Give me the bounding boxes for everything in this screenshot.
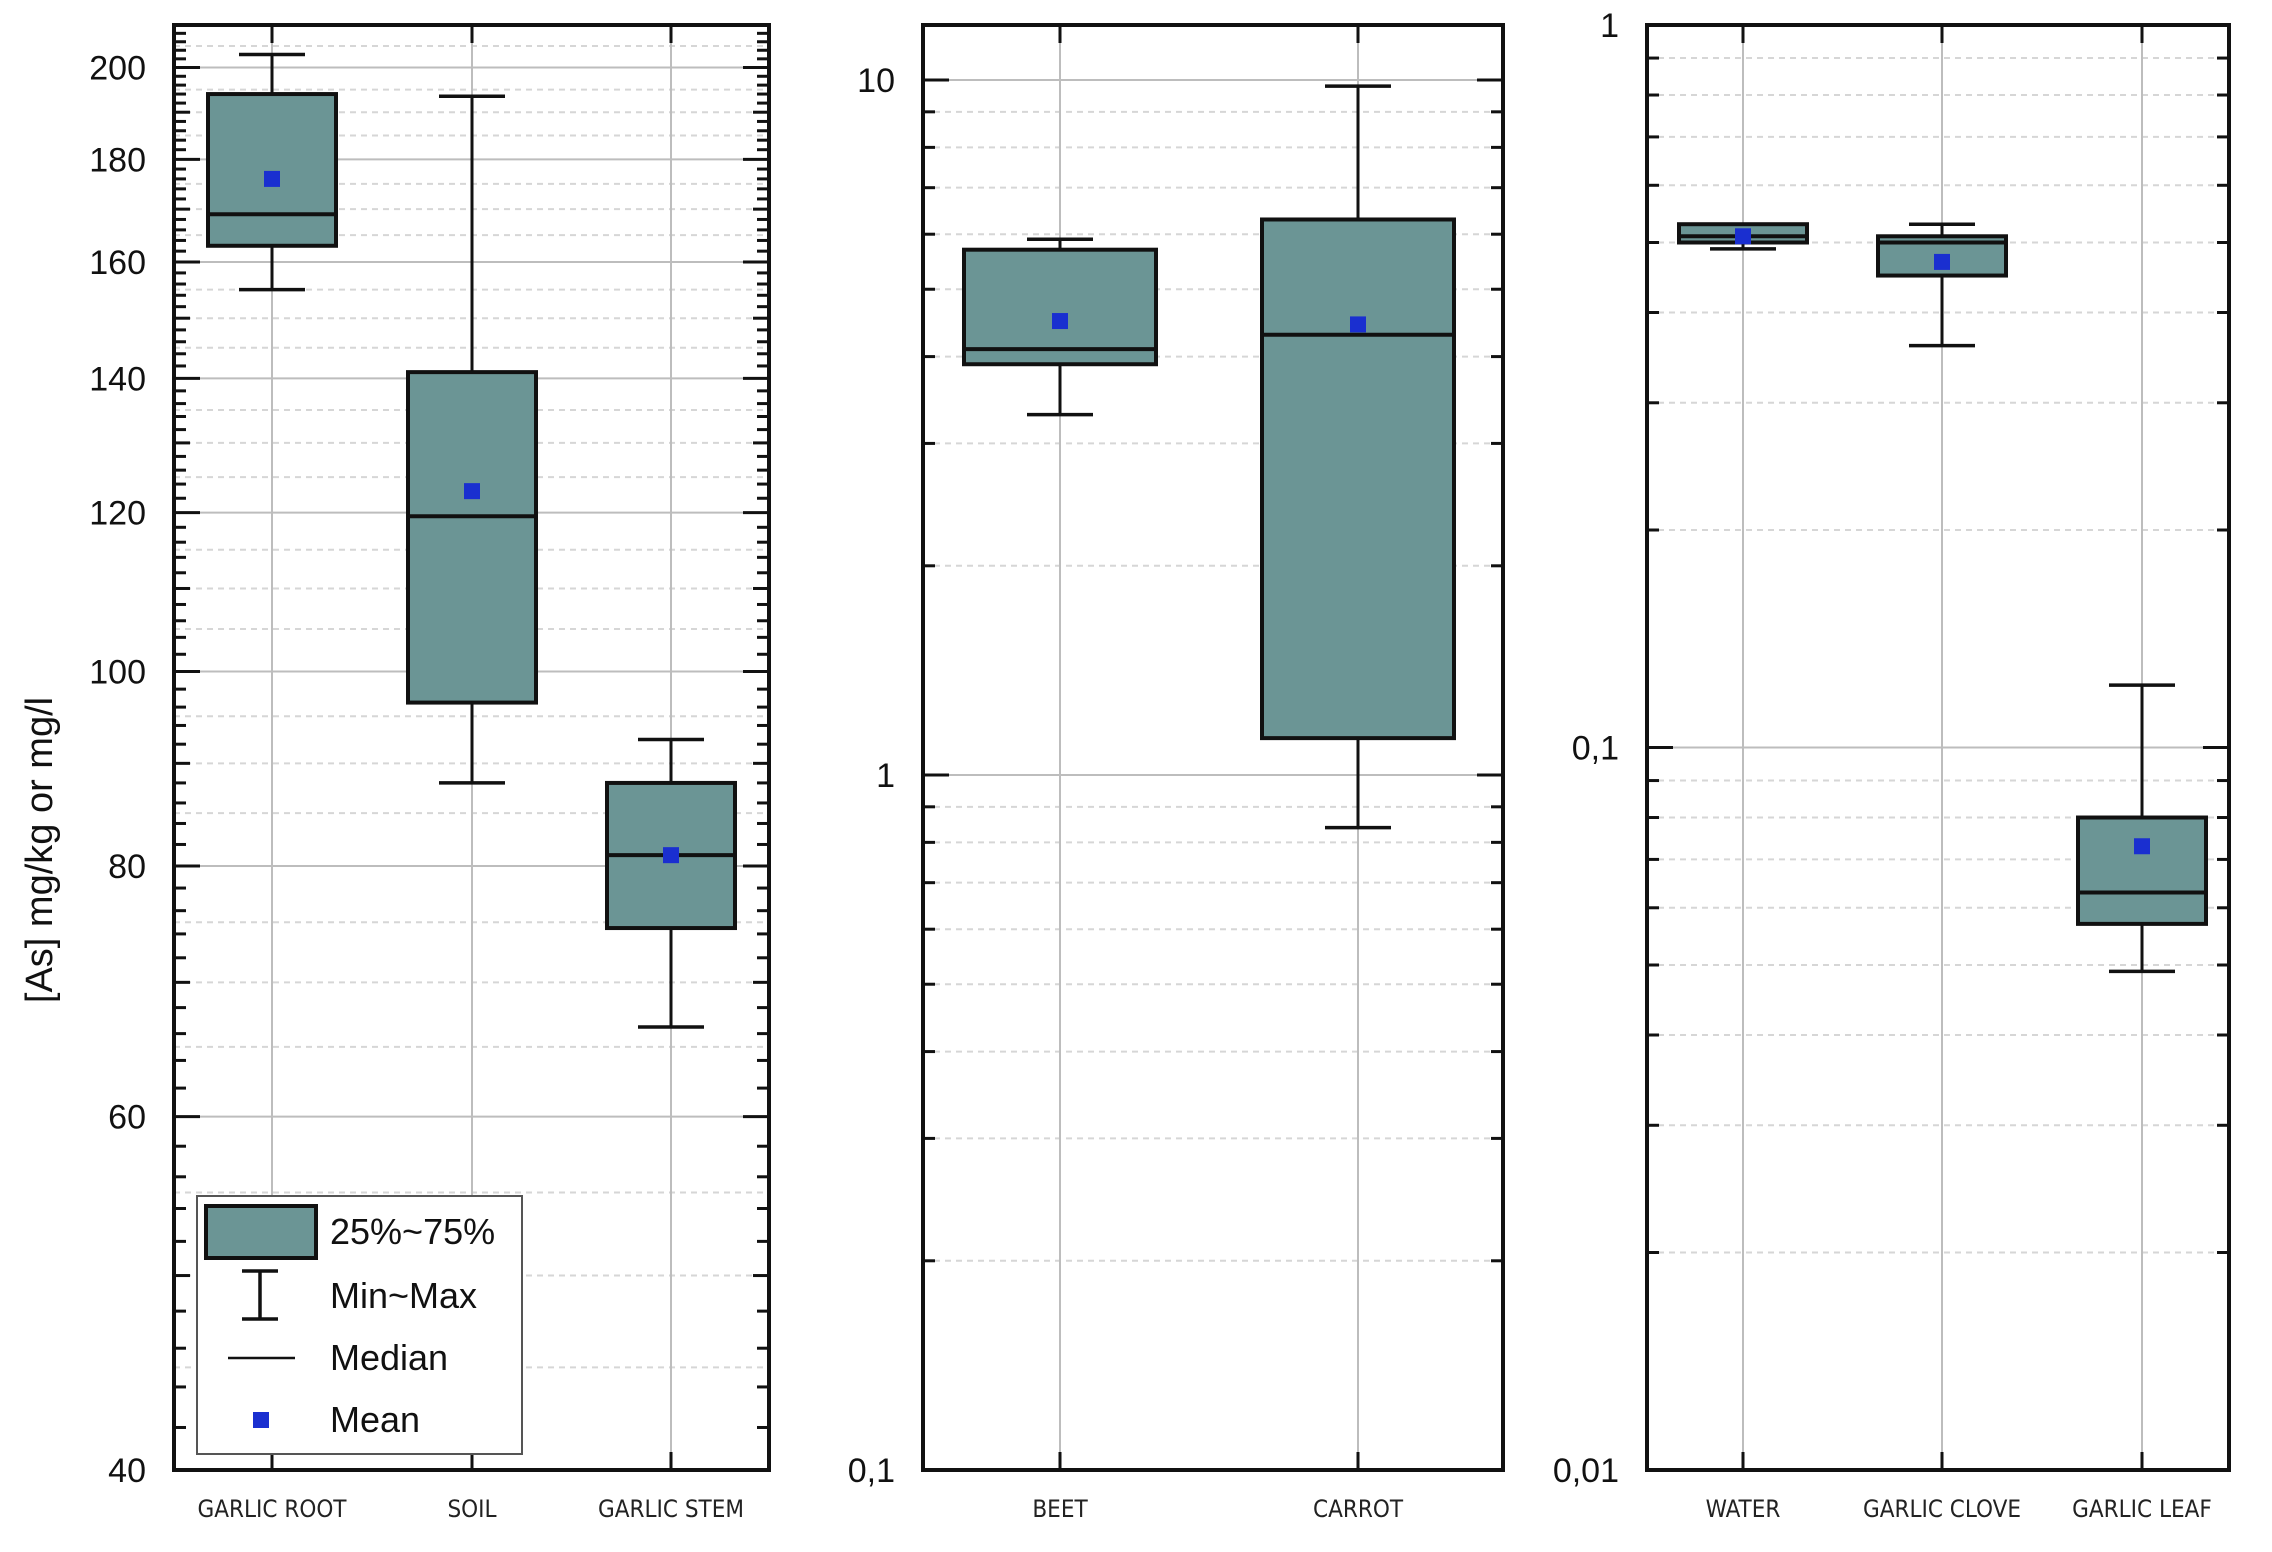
y-tick-label: 80 bbox=[108, 848, 146, 886]
grid bbox=[1647, 24, 2229, 1471]
mean-marker bbox=[1735, 228, 1751, 245]
category-label: SOIL bbox=[447, 1495, 496, 1523]
y-tick-label: 200 bbox=[89, 50, 146, 88]
category-label: CARROT bbox=[1313, 1495, 1404, 1523]
y-axis-label: [As] mg/kg or mg/l bbox=[19, 697, 61, 1003]
box-0 bbox=[1677, 222, 1809, 251]
legend: 25%~75% Min~Max Median Mean bbox=[196, 1195, 523, 1455]
mean-marker bbox=[1052, 313, 1068, 330]
box-2 bbox=[605, 737, 737, 1029]
legend-label: 25%~75% bbox=[330, 1211, 495, 1252]
y-tick-label: 60 bbox=[108, 1099, 146, 1137]
chart-panel-left: 40 60 80 100 120 140 160 180 200 GARLIC ROOT SOIL G… bbox=[89, 23, 771, 1523]
plot-frame bbox=[921, 23, 1505, 1472]
plot-frame bbox=[1645, 23, 2231, 1472]
iqr-box bbox=[206, 92, 338, 248]
legend-label: Mean bbox=[330, 1399, 420, 1440]
legend-mean-icon bbox=[253, 1412, 269, 1428]
legend-box-swatch bbox=[204, 1204, 318, 1260]
y-tick-label: 0,01 bbox=[1553, 1452, 1619, 1490]
iqr-box bbox=[962, 247, 1158, 367]
category-label: WATER bbox=[1706, 1495, 1781, 1523]
y-tick-label: 1 bbox=[1600, 7, 1619, 45]
iqr-box bbox=[1260, 217, 1456, 741]
legend-label: Median bbox=[330, 1337, 448, 1378]
y-tick-label: 0,1 bbox=[1572, 730, 1619, 768]
box-0 bbox=[962, 237, 1158, 417]
category-label: BEET bbox=[1032, 1495, 1088, 1523]
box-1 bbox=[1876, 222, 2008, 348]
box-0 bbox=[206, 52, 338, 292]
mean-marker bbox=[464, 483, 480, 500]
legend-label: Min~Max bbox=[330, 1275, 477, 1316]
mean-marker bbox=[1350, 316, 1366, 333]
mean-marker bbox=[264, 170, 280, 187]
mean-marker bbox=[2134, 838, 2150, 855]
y-tick-label: 140 bbox=[89, 360, 146, 398]
y-tick-label: 0,1 bbox=[848, 1452, 895, 1490]
box-1 bbox=[406, 94, 538, 785]
box-2 bbox=[2076, 683, 2208, 974]
category-label: GARLIC LEAF bbox=[2072, 1495, 2212, 1523]
y-tick-label: 1 bbox=[876, 757, 895, 795]
mean-marker bbox=[1934, 253, 1950, 270]
plot-frame bbox=[172, 23, 771, 1472]
box-1 bbox=[1260, 84, 1456, 830]
y-tick-label: 180 bbox=[89, 141, 146, 179]
chart-panel-middle: 0,1 1 10 BEET CARROT bbox=[848, 23, 1505, 1523]
category-label: GARLIC STEM bbox=[598, 1495, 744, 1523]
panels: 40 60 80 100 120 140 160 180 200 GARLIC ROOT SOIL G… bbox=[89, 7, 2231, 1523]
y-tick-label: 10 bbox=[857, 62, 895, 100]
y-tick-label: 120 bbox=[89, 495, 146, 533]
y-tick-label: 100 bbox=[89, 654, 146, 692]
y-tick-label: 40 bbox=[108, 1452, 146, 1490]
mean-marker bbox=[663, 847, 679, 864]
category-label: GARLIC ROOT bbox=[198, 1495, 348, 1523]
chart-panel-right: 0,01 0,1 1 WATER GARLIC CLOVE GARLIC LEAF bbox=[1553, 7, 2231, 1523]
iqr-box bbox=[406, 370, 538, 705]
category-label: GARLIC CLOVE bbox=[1863, 1495, 2021, 1523]
y-tick-label: 160 bbox=[89, 244, 146, 282]
iqr-box bbox=[2076, 815, 2208, 926]
